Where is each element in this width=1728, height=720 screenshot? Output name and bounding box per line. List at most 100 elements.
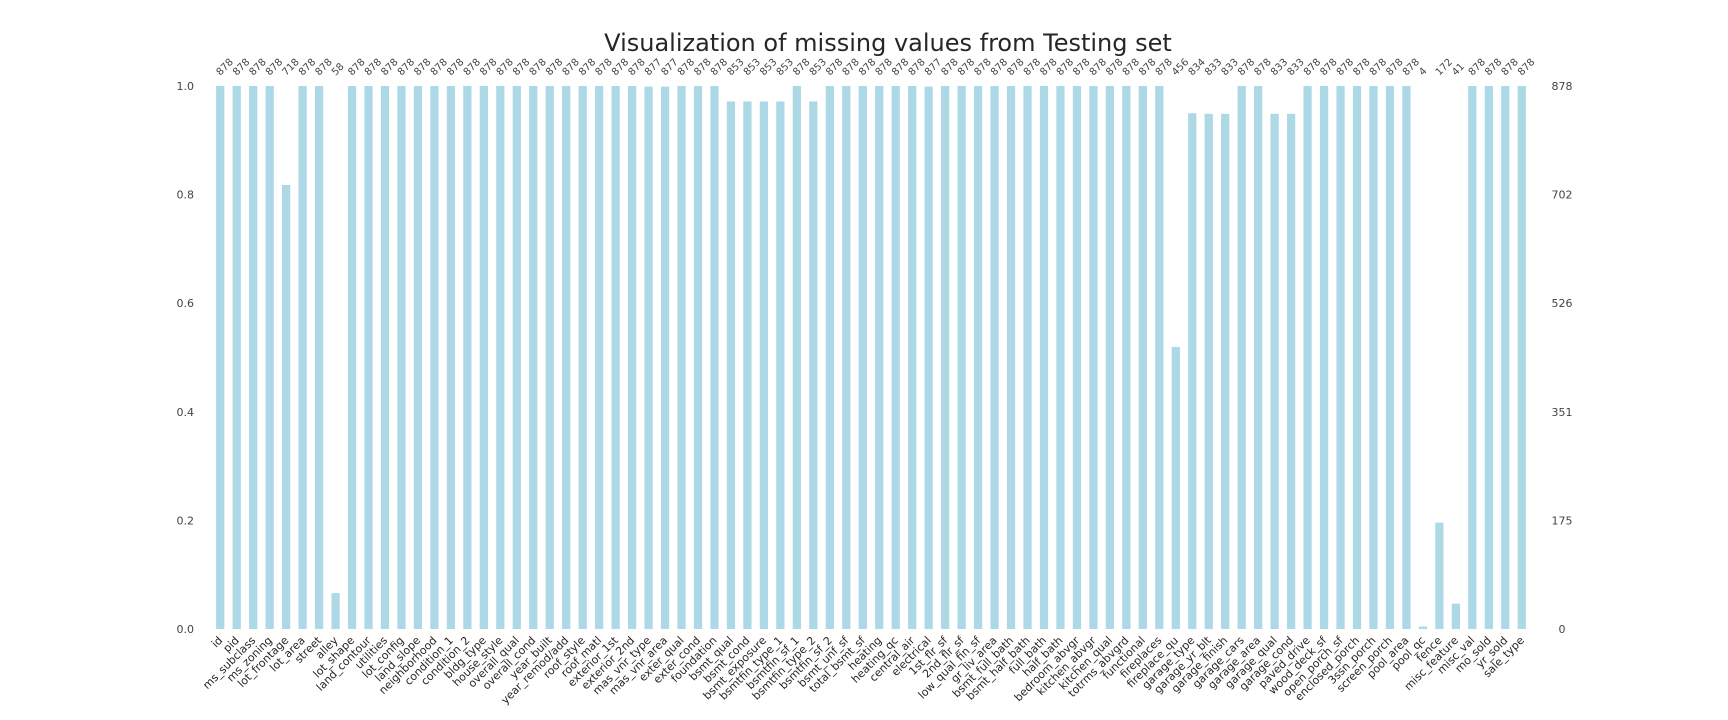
bar-mo_sold bbox=[1484, 86, 1493, 629]
bar-full_bath bbox=[1039, 86, 1049, 629]
bar-ms_zoning bbox=[265, 86, 274, 629]
bar-bsmt_half_bath bbox=[1023, 86, 1032, 629]
bar-garage_type bbox=[1188, 113, 1197, 629]
bar-condition_2 bbox=[463, 86, 472, 629]
bar-bsmtfin_type_2 bbox=[809, 101, 818, 629]
bar-year_remod/add bbox=[562, 86, 571, 629]
bar-mas_vnr_area bbox=[660, 86, 670, 629]
y2-tick-label: 702 bbox=[1552, 189, 1573, 202]
bar-ms_subclass bbox=[249, 86, 258, 629]
bar-bsmtfin_type_1 bbox=[776, 101, 785, 629]
bar-bldg_type bbox=[479, 86, 488, 629]
bar-exterior_2nd bbox=[627, 86, 637, 629]
bar-kitchen_abvgr bbox=[1089, 86, 1098, 629]
bar-utilities bbox=[380, 86, 390, 629]
bar-lot_area bbox=[298, 86, 307, 629]
bar-garage_cars bbox=[1237, 86, 1246, 629]
y-tick-label: 0.4 bbox=[177, 406, 195, 419]
bar-garage_qual bbox=[1270, 113, 1279, 629]
bar-paved_drive bbox=[1303, 86, 1312, 629]
bar-exterior_1st bbox=[611, 86, 620, 629]
bar-1st_flr_sf bbox=[941, 86, 950, 629]
count-label: 4 bbox=[1417, 66, 1429, 78]
bar-wood_deck_sf bbox=[1319, 86, 1329, 629]
bar-condition_1 bbox=[446, 86, 456, 629]
right-axis-ticks: 0 175 351 526 702 878 bbox=[1552, 80, 1573, 636]
bar-lot_config bbox=[397, 86, 406, 629]
y2-tick-label: 175 bbox=[1552, 514, 1573, 527]
bar-3ssn_porch bbox=[1369, 86, 1378, 629]
bar-bsmt_unf_sf bbox=[842, 86, 851, 629]
gridlines bbox=[212, 85, 1530, 630]
bar-central_air bbox=[908, 86, 917, 629]
bar-roof_style bbox=[578, 86, 587, 629]
bar-land_contour bbox=[364, 86, 373, 629]
bar-sale_type bbox=[1517, 86, 1526, 629]
bar-lot_frontage bbox=[282, 184, 291, 630]
category-labels: idpidms_subclassms_zoninglot_frontagelot… bbox=[200, 633, 1527, 707]
bar-mas_vnr_type bbox=[644, 86, 653, 629]
left-axis-ticks: 0.0 0.2 0.4 0.6 0.8 1.0 bbox=[177, 80, 195, 636]
bar-garage_area bbox=[1254, 86, 1263, 629]
bar-gr_liv_area bbox=[990, 86, 999, 629]
bar-bedroom_abvgr bbox=[1072, 86, 1082, 629]
bar-pool_qc bbox=[1418, 626, 1428, 629]
bar-heating_qc bbox=[891, 86, 900, 629]
bar-garage_yr_blt bbox=[1204, 113, 1213, 629]
bar-exter_qual bbox=[677, 86, 686, 629]
bar-kitchen_qual bbox=[1105, 86, 1115, 629]
bar-pool_area bbox=[1402, 86, 1411, 629]
bar-screen_porch bbox=[1385, 86, 1395, 629]
bar-fireplaces bbox=[1155, 86, 1164, 629]
bar-fireplace_qu bbox=[1171, 346, 1180, 629]
bar-overall_qual bbox=[512, 86, 521, 629]
bar-garage_finish bbox=[1221, 113, 1230, 629]
bar-bsmtfin_sf_2 bbox=[825, 86, 834, 629]
bar-total_bsmt_sf bbox=[858, 86, 867, 629]
y-tick-label: 0.2 bbox=[177, 514, 195, 527]
bar-neighborhood bbox=[430, 86, 439, 629]
y-tick-label: 0.6 bbox=[177, 297, 195, 310]
y-tick-label: 0.8 bbox=[177, 189, 195, 202]
bar-bsmt_exposure bbox=[759, 101, 769, 629]
y2-tick-label: 351 bbox=[1552, 406, 1573, 419]
bar-roof_matl bbox=[595, 86, 604, 629]
bar-bsmt_qual bbox=[726, 101, 736, 629]
bar-enclosed_porch bbox=[1352, 86, 1362, 629]
bar-misc_val bbox=[1468, 86, 1477, 629]
y2-tick-label: 878 bbox=[1552, 80, 1573, 93]
bar-fence bbox=[1435, 522, 1444, 629]
bar-heating bbox=[875, 86, 884, 629]
bar-alley bbox=[331, 593, 340, 629]
bar-foundation bbox=[710, 86, 719, 629]
bar-pid bbox=[232, 86, 241, 629]
y2-tick-label: 526 bbox=[1552, 297, 1573, 310]
bar-totrms_abvgrd bbox=[1122, 86, 1131, 629]
chart-title: Visualization of missing values from Tes… bbox=[604, 29, 1172, 57]
bar-open_porch_sf bbox=[1336, 86, 1345, 629]
bar-2nd_flr_sf bbox=[957, 86, 966, 629]
bar-yr_sold bbox=[1501, 86, 1510, 629]
bar-bsmt_full_bath bbox=[1006, 86, 1016, 629]
bar-bsmt_cond bbox=[743, 101, 752, 629]
bar-overall_cond bbox=[529, 86, 538, 629]
bar-bsmtfin_sf_1 bbox=[792, 86, 801, 629]
y2-tick-label: 0 bbox=[1559, 623, 1566, 636]
bar-id bbox=[216, 86, 225, 629]
bar-garage_cond bbox=[1286, 113, 1296, 629]
bar-half_bath bbox=[1056, 86, 1065, 629]
bars bbox=[216, 86, 1526, 630]
y-tick-label: 1.0 bbox=[177, 80, 195, 93]
bar-misc_feature bbox=[1451, 603, 1460, 629]
bar-year_built bbox=[545, 86, 554, 629]
y-tick-label: 0.0 bbox=[177, 623, 195, 636]
bar-street bbox=[314, 86, 324, 629]
bar-functional bbox=[1138, 86, 1147, 629]
bar-house_style bbox=[496, 86, 505, 629]
bar-lot_shape bbox=[347, 86, 357, 629]
bar-land_slope bbox=[413, 86, 423, 629]
bar-exter_cond bbox=[693, 86, 703, 629]
count-label: 878 bbox=[1516, 57, 1537, 78]
